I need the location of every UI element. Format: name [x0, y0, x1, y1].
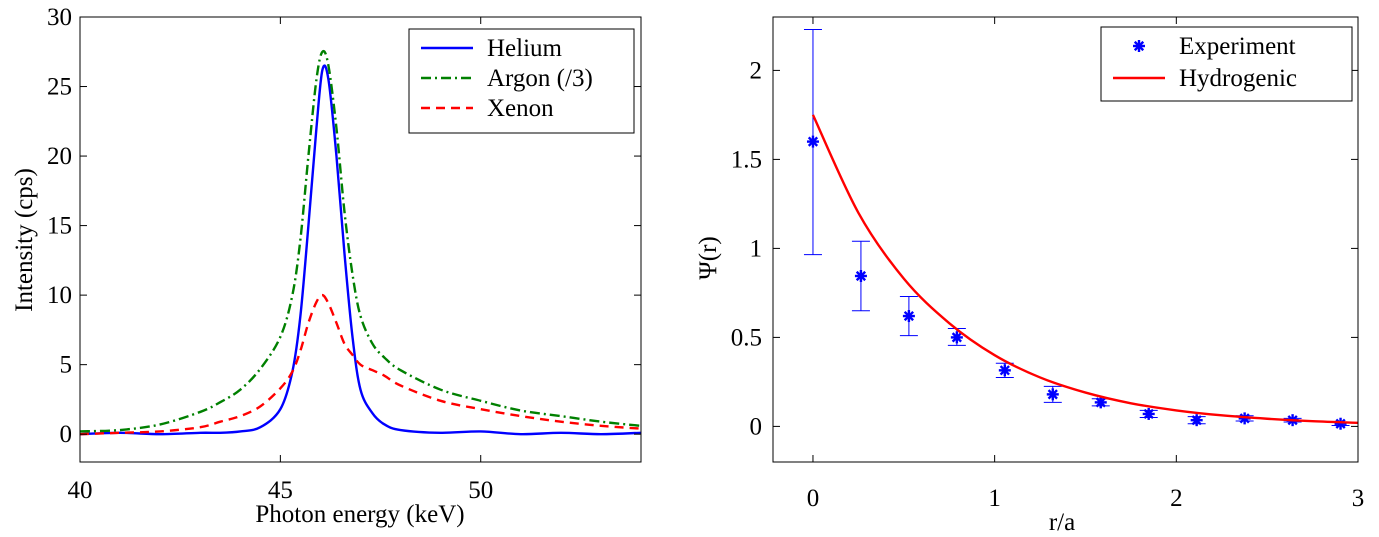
- x-tick-label: 0: [807, 485, 820, 512]
- experiment-point: [806, 135, 819, 148]
- marker-stroke: [855, 270, 867, 282]
- y-tick-label: 1: [750, 235, 763, 262]
- left-legend: Helium Argon (/3) Xenon: [408, 28, 635, 134]
- y-tick-label: 0: [750, 413, 763, 440]
- legend-label: Hydrogenic: [1179, 65, 1297, 92]
- y-tick-label: 15: [47, 213, 72, 240]
- marker-stroke: [1143, 408, 1154, 420]
- series-line-hydrogenic: [811, 114, 1359, 425]
- x-tick-label: 2: [1170, 485, 1183, 512]
- left-y-axis-label: Intensity (cps): [11, 168, 38, 312]
- experiment-point: [1142, 407, 1155, 420]
- marker-stroke: [1095, 397, 1106, 408]
- left-series-group: [79, 49, 642, 436]
- legend-label: Helium: [487, 35, 563, 62]
- legend-marker: [1133, 40, 1145, 52]
- y-tick-label: 5: [60, 352, 73, 379]
- legend-box: [1100, 26, 1353, 102]
- experiment-point: [1334, 417, 1347, 430]
- marker-stroke: [1133, 40, 1145, 52]
- legend-label: Argon (/3): [487, 65, 593, 92]
- right-chart: 0 1 2 3 0 0.5 1 1.5 2 r/a Ψ(r) Experiment Hydroge…: [695, 16, 1365, 536]
- experiment-point: [902, 310, 915, 323]
- marker-stroke: [903, 310, 914, 322]
- experiment-point: [1190, 414, 1203, 427]
- right-legend: Experiment Hydrogenic: [1100, 26, 1353, 102]
- experiment-point: [1094, 396, 1107, 409]
- marker-stroke: [807, 136, 819, 147]
- right-x-axis-label: r/a: [1049, 509, 1075, 536]
- marker-stroke: [1047, 389, 1058, 400]
- y-tick-label: 2: [750, 57, 763, 84]
- experiment-point: [1046, 388, 1059, 401]
- legend-label: Xenon: [487, 95, 554, 122]
- right-axes-box: [772, 16, 1359, 463]
- x-tick-label: 40: [68, 477, 93, 504]
- y-tick-label: 0.5: [731, 324, 762, 351]
- marker-stroke: [1191, 415, 1202, 426]
- legend-box: [408, 28, 635, 134]
- y-tick-label: 25: [47, 74, 72, 101]
- marker-stroke: [1335, 418, 1346, 429]
- series-line-xenon: [79, 293, 642, 436]
- x-tick-label: 45: [268, 477, 293, 504]
- experiment-point: [950, 331, 963, 344]
- left-axes-box: [79, 16, 642, 463]
- right-ticks-group: 0 1 2 3 0 0.5 1 1.5 2: [731, 17, 1365, 512]
- experiment-point: [854, 269, 867, 282]
- left-x-axis-label: Photon energy (keV): [255, 501, 464, 528]
- series-line-helium: [79, 64, 642, 436]
- legend-label: Experiment: [1179, 33, 1296, 60]
- y-tick-label: 1.5: [731, 146, 762, 173]
- x-tick-label: 3: [1352, 485, 1365, 512]
- y-tick-label: 20: [47, 143, 72, 170]
- y-tick-label: 0: [60, 421, 73, 448]
- left-ticks-group: 40 45 50 0 5 10 15 20 25 30: [47, 4, 641, 504]
- left-chart: 40 45 50 0 5 10 15 20 25 30 Photon energy (keV) I…: [11, 4, 642, 528]
- experiment-point: [998, 364, 1011, 377]
- marker-stroke: [951, 332, 962, 343]
- series-line-argon-3: [79, 49, 642, 433]
- x-tick-label: 50: [468, 477, 493, 504]
- y-tick-label: 30: [47, 4, 72, 31]
- right-series-group: [803, 28, 1359, 430]
- x-tick-label: 1: [988, 485, 1001, 512]
- right-y-axis-label: Ψ(r): [695, 236, 722, 279]
- marker-stroke: [999, 365, 1010, 376]
- y-tick-label: 10: [47, 282, 72, 309]
